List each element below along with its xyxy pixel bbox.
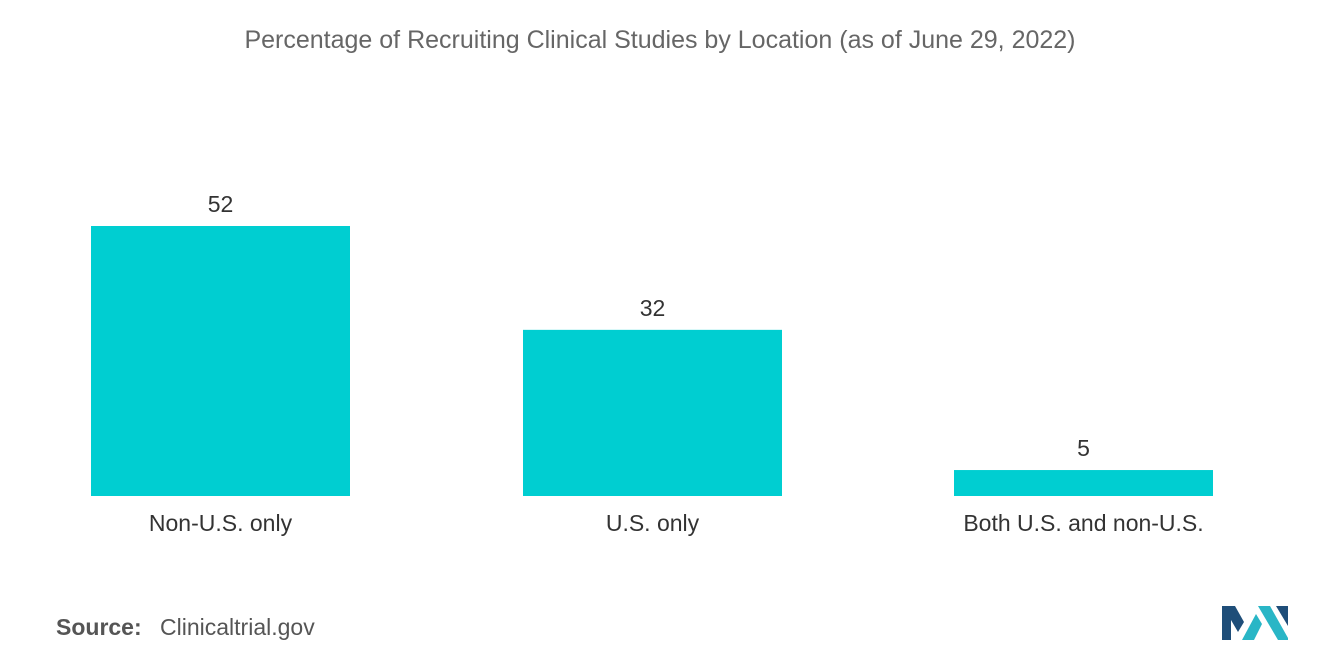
- bar-2: [523, 329, 782, 496]
- category-label-2: U.S. only: [606, 510, 700, 536]
- data-label-1: 52: [208, 191, 234, 217]
- source-value: Clinicaltrial.gov: [160, 614, 315, 640]
- bar-3: [954, 470, 1213, 496]
- category-label-3: Both U.S. and non-U.S.: [963, 510, 1203, 536]
- data-label-2: 32: [640, 295, 666, 321]
- bar-1: [91, 226, 350, 496]
- chart-title: Percentage of Recruiting Clinical Studie…: [244, 26, 1076, 54]
- bars-layer: [91, 226, 1213, 496]
- category-label-1: Non-U.S. only: [149, 510, 293, 536]
- mordor-intelligence-logo-icon: [1222, 606, 1288, 640]
- source-note: Source: Clinicaltrial.gov: [56, 614, 315, 641]
- data-label-3: 5: [1077, 435, 1090, 461]
- source-label: Source:: [56, 614, 142, 640]
- labels-layer: 52 Non-U.S. only 32 U.S. only 5 Both U.S. and…: [149, 191, 1204, 536]
